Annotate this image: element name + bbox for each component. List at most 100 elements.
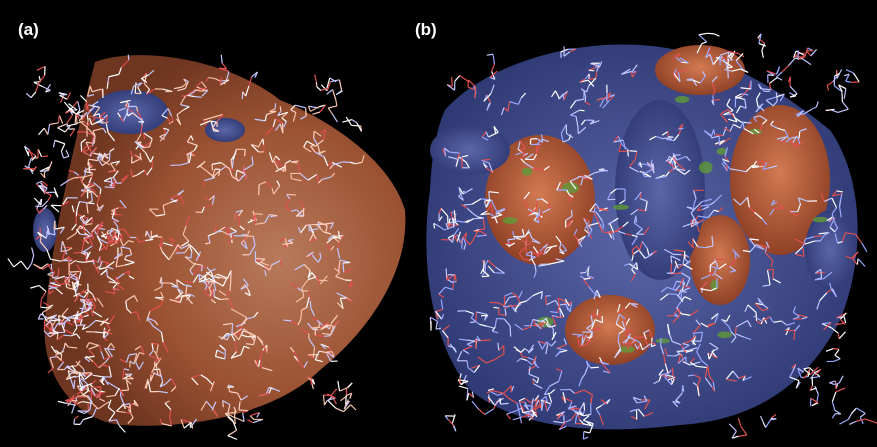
surface-ridge bbox=[805, 210, 855, 290]
bond bbox=[632, 71, 633, 77]
bond bbox=[122, 235, 123, 240]
bond bbox=[677, 351, 688, 352]
bond bbox=[476, 312, 477, 322]
bond bbox=[584, 403, 585, 411]
bond bbox=[215, 231, 222, 232]
bond bbox=[667, 355, 674, 356]
bond bbox=[351, 125, 360, 126]
bond bbox=[244, 236, 254, 237]
surface-ridge bbox=[615, 100, 705, 280]
bond bbox=[194, 96, 202, 97]
bond bbox=[76, 210, 77, 217]
bond bbox=[473, 218, 483, 219]
bond bbox=[771, 419, 777, 420]
bond bbox=[489, 192, 490, 199]
bond bbox=[82, 373, 91, 374]
bond bbox=[64, 335, 72, 336]
bond bbox=[287, 194, 296, 195]
bond bbox=[108, 77, 109, 82]
bond bbox=[346, 396, 347, 405]
bond bbox=[104, 328, 105, 338]
bond bbox=[311, 327, 321, 328]
bond bbox=[314, 131, 315, 138]
bond bbox=[99, 228, 105, 229]
bond bbox=[467, 361, 468, 368]
bond bbox=[774, 208, 784, 209]
bond bbox=[108, 243, 117, 244]
bond bbox=[256, 259, 265, 260]
bond bbox=[74, 380, 75, 389]
bond bbox=[857, 259, 858, 265]
bond bbox=[780, 141, 785, 142]
bond bbox=[580, 110, 585, 111]
bond bbox=[623, 343, 631, 344]
bond bbox=[482, 340, 491, 341]
bond bbox=[58, 115, 59, 123]
bond bbox=[87, 115, 88, 120]
bond bbox=[838, 333, 839, 339]
bond bbox=[255, 214, 263, 215]
bond bbox=[434, 223, 435, 228]
bond bbox=[42, 156, 49, 157]
bond bbox=[40, 171, 48, 172]
bond bbox=[546, 296, 547, 305]
bond bbox=[587, 337, 592, 338]
bond bbox=[821, 269, 822, 278]
bond bbox=[69, 272, 79, 273]
bond bbox=[291, 173, 292, 178]
bond bbox=[89, 163, 90, 173]
bond bbox=[600, 171, 608, 172]
bond bbox=[288, 240, 294, 241]
bond bbox=[794, 331, 795, 340]
bond bbox=[241, 235, 247, 236]
bond bbox=[105, 187, 115, 188]
bond bbox=[671, 256, 672, 264]
bond bbox=[128, 55, 129, 60]
bond bbox=[590, 211, 596, 212]
bond bbox=[301, 310, 302, 319]
bond bbox=[230, 280, 231, 291]
bond bbox=[176, 253, 185, 254]
bond bbox=[522, 357, 528, 358]
bond bbox=[591, 367, 599, 368]
bond bbox=[500, 403, 508, 404]
bond bbox=[668, 294, 676, 295]
surface-spot bbox=[562, 182, 579, 193]
bond bbox=[636, 216, 637, 223]
bond bbox=[100, 189, 101, 194]
bond bbox=[628, 150, 629, 157]
bond bbox=[735, 327, 736, 334]
bond bbox=[580, 272, 586, 273]
bond bbox=[89, 203, 95, 204]
bond bbox=[303, 208, 304, 217]
bond bbox=[684, 251, 685, 259]
bond bbox=[446, 268, 447, 279]
surface-spot bbox=[656, 338, 670, 343]
surface-spot bbox=[522, 168, 533, 176]
bond bbox=[595, 328, 600, 329]
bond bbox=[560, 304, 566, 305]
bond bbox=[773, 269, 774, 279]
bond bbox=[121, 390, 129, 391]
bond bbox=[597, 309, 598, 315]
bond bbox=[682, 385, 683, 393]
bond bbox=[297, 216, 303, 217]
surface-spot bbox=[675, 96, 689, 103]
bond bbox=[320, 253, 321, 258]
bond bbox=[596, 72, 597, 79]
bond bbox=[235, 212, 236, 219]
bond bbox=[526, 244, 527, 254]
bond bbox=[60, 95, 68, 96]
bond bbox=[673, 155, 680, 156]
bond bbox=[756, 312, 757, 321]
bond bbox=[196, 212, 202, 213]
panel-label: (b) bbox=[415, 20, 437, 39]
bond bbox=[452, 77, 453, 86]
bond bbox=[40, 307, 47, 308]
bond bbox=[462, 238, 463, 248]
panel-label: (a) bbox=[18, 20, 39, 39]
bond bbox=[728, 59, 729, 69]
surface-spot bbox=[503, 217, 518, 224]
bond bbox=[212, 164, 213, 170]
page: (a) (b) (() => { const data = JSON.parse… bbox=[0, 0, 877, 447]
